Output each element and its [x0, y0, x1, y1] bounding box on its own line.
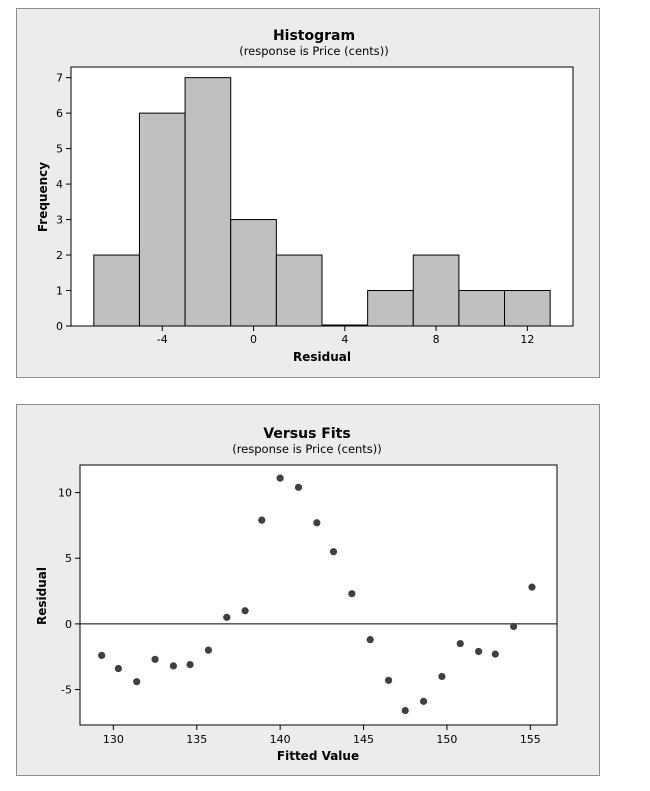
histogram-bar	[275, 254, 323, 327]
fits-point	[510, 622, 518, 631]
fits-y-tick-label: 5	[65, 552, 72, 565]
fits-subtitle: (response is Price (cents))	[232, 442, 382, 456]
fits-point	[258, 516, 266, 524]
histogram-y-tick-label: 4	[56, 178, 63, 191]
fits-x-label: Fitted Value	[277, 749, 359, 763]
histogram-subtitle: (response is Price (cents))	[239, 44, 389, 58]
histogram-bar	[504, 290, 551, 327]
histogram-bar	[93, 254, 140, 327]
fits-x-tick-label: 135	[186, 733, 207, 746]
histogram-x-tick-label: 4	[341, 333, 348, 346]
fits-point	[384, 676, 393, 684]
fits-point	[186, 660, 194, 669]
fits-x-tick-label: 150	[436, 733, 457, 746]
histogram-bar	[184, 77, 232, 327]
fits-y-label: Residual	[35, 567, 49, 625]
fits-x-tick-label: 130	[103, 733, 124, 746]
histogram-y-tick-label: 6	[56, 107, 63, 120]
fits-point	[366, 636, 374, 644]
histogram-x-tick-label: 8	[433, 333, 440, 346]
histogram-y-tick-label: 3	[56, 214, 63, 227]
fits-title: Versus Fits	[263, 426, 350, 442]
fits-point	[151, 655, 159, 663]
histogram-title: Histogram	[273, 28, 355, 44]
fits-point	[401, 706, 409, 715]
fits-point	[475, 647, 483, 656]
histogram-y-tick-label: 7	[56, 72, 63, 85]
histogram-bar	[458, 290, 506, 327]
fits-plot-area	[79, 464, 558, 726]
fits-point	[241, 607, 249, 615]
histogram-y-tick-label: 2	[56, 249, 63, 262]
histogram-x-tick-label: 12	[520, 333, 534, 346]
fits-x-tick-label: 140	[270, 733, 291, 746]
fits-y-tick-label: 0	[65, 618, 72, 631]
fits-point	[348, 590, 356, 598]
histogram-x-tick-label: -4	[157, 333, 168, 346]
fits-point	[419, 697, 428, 705]
histogram-x-label: Residual	[293, 350, 351, 364]
fits-point	[313, 519, 321, 527]
fits-point	[133, 678, 141, 686]
fits-point	[456, 639, 464, 648]
fits-plot: -5 0 5 10 130 135 140 145 150 155	[58, 464, 558, 746]
histogram-bar	[230, 219, 277, 327]
fits-point	[223, 613, 231, 621]
histogram-bar	[367, 290, 414, 327]
histogram-y-tick-label: 0	[56, 320, 63, 333]
fits-x-tick-label: 145	[353, 733, 374, 746]
fits-y-tick-label: 10	[58, 487, 72, 500]
histogram-x-tick-label: 0	[250, 333, 257, 346]
histogram-y-tick-label: 5	[56, 143, 63, 156]
histogram-y-label: Frequency	[36, 162, 50, 232]
fits-point	[528, 583, 536, 591]
histogram-bar	[321, 324, 369, 327]
fits-point	[329, 548, 338, 556]
fits-point	[114, 664, 122, 673]
fits-x-tick-label: 155	[520, 733, 541, 746]
histogram-bar	[412, 254, 460, 327]
fits-point	[276, 474, 284, 482]
fits-point	[169, 662, 177, 670]
histogram-bar	[138, 112, 186, 327]
fits-point	[491, 650, 499, 658]
fits-y-tick-label: -5	[61, 684, 72, 697]
fits-point	[294, 483, 303, 491]
fits-point	[98, 651, 106, 660]
fits-point	[204, 646, 213, 654]
histogram-y-tick-label: 1	[56, 285, 63, 298]
fits-point	[438, 672, 446, 681]
